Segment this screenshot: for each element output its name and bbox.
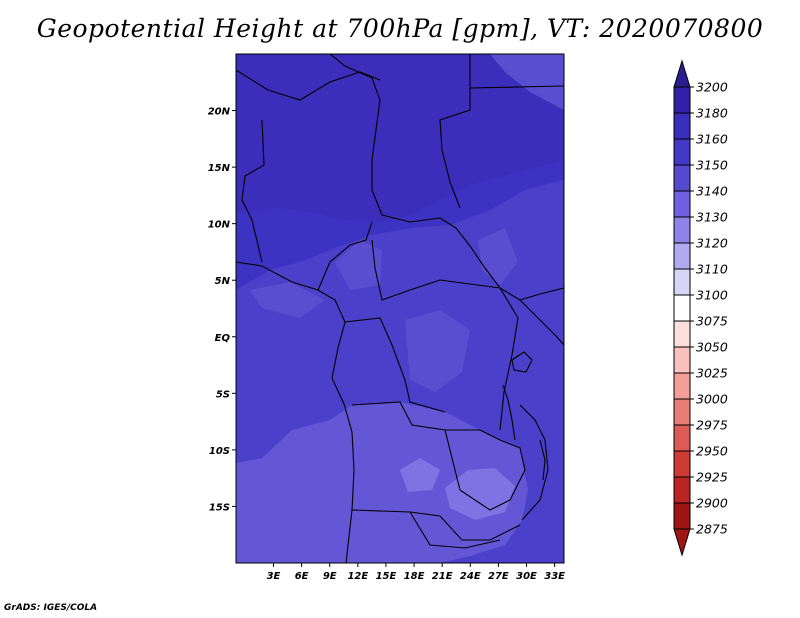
boundaries (236, 54, 564, 563)
north-land-region (236, 54, 564, 222)
border-angola (351, 401, 461, 491)
lon-tick-label: 3E (267, 571, 281, 582)
border-mozambique (519, 404, 549, 521)
colorbar-swatch (673, 164, 691, 192)
border-car (371, 239, 501, 301)
colorbar-label: 3110 (696, 262, 728, 277)
colorbar-label: 2925 (696, 470, 728, 485)
lake-tanganyika (502, 384, 516, 441)
colorbar-label: 3150 (696, 158, 728, 173)
border-namibia (351, 509, 521, 541)
faint-patch-northeast (490, 54, 564, 110)
lat-tick-label: 10S (209, 446, 230, 457)
border-sahara-north (329, 54, 383, 216)
colorbar-swatch (673, 476, 691, 504)
faint-patch-east (478, 228, 518, 285)
lat-tick-label: 10N (208, 220, 231, 231)
credit-label: GrADS: IGES/COLA (4, 603, 98, 613)
colorbar-swatch (673, 138, 691, 166)
lakes (502, 351, 546, 481)
colorbar-bottom-triangle (673, 528, 691, 557)
colorbar-label: 3180 (696, 106, 728, 121)
colorbar-label: 3120 (696, 236, 728, 251)
colorbar-label: 3140 (696, 184, 728, 199)
faint-patch-west (250, 282, 325, 318)
lon-tick-label: 30E (516, 571, 537, 582)
colorbar-swatch (673, 320, 691, 348)
colorbar-label: 2975 (696, 418, 728, 433)
colorbar-label: 3100 (696, 288, 728, 303)
colorbar-swatch (673, 190, 691, 218)
coastline-west (236, 261, 355, 563)
lat-tick-label: 15S (209, 502, 230, 513)
light-patch-zambia (445, 468, 515, 520)
lake-victoria (511, 351, 533, 373)
colorbar-swatch (673, 372, 691, 400)
colorbar-label: 3025 (696, 366, 728, 381)
lon-tick-label: 12E (347, 571, 368, 582)
map-title: Geopotential Height at 700hPa [gpm], VT:… (36, 14, 764, 43)
border-drc-east (499, 287, 519, 431)
map-frame (235, 53, 565, 564)
lon-tick-label: 24E (460, 571, 481, 582)
colorbar-swatch (673, 294, 691, 322)
lon-tick-label: 33E (544, 571, 565, 582)
map-field (236, 54, 564, 563)
light-patch-angola (400, 458, 440, 492)
border-niger-chad (381, 214, 564, 301)
colorbar-label: 3000 (696, 392, 728, 407)
colorbar-swatch (673, 242, 691, 270)
colorbar-swatch (673, 398, 691, 426)
colorbar-label: 3050 (696, 340, 728, 355)
colorbar-swatch (673, 502, 691, 530)
lon-tick-label: 21E (432, 571, 453, 582)
lat-axis: 20N 15N 10N 5N EQ 5S 10S 15S (208, 107, 236, 513)
southern-land-region (236, 402, 528, 563)
lon-axis: 3E 6E 9E 12E 15E 18E 21E 24E 27E 30E 33E (267, 563, 565, 582)
colorbar-top-triangle (673, 59, 691, 88)
border-libya-egypt (439, 54, 471, 209)
lake-malawi (539, 439, 546, 481)
colorbar-swatch (673, 112, 691, 140)
border-congo-drc (344, 317, 446, 413)
border-east-africa (519, 299, 564, 346)
lon-tick-label: 27E (488, 571, 509, 582)
colorbar-swatch (673, 86, 691, 114)
lat-tick-label: 5N (215, 276, 231, 287)
border-egypt-sudan (469, 85, 564, 89)
border-south (409, 511, 501, 549)
colorbar-label: 3130 (696, 210, 728, 225)
lat-tick-label: 15N (208, 163, 231, 174)
colorbar-swatch (673, 346, 691, 374)
lat-tick-label: EQ (215, 333, 231, 344)
colorbar-label: 3160 (696, 132, 728, 147)
border-zambia (445, 429, 526, 511)
colorbar-swatch (673, 424, 691, 452)
colorbar-label: 2900 (696, 496, 728, 511)
colorbar-swatch (673, 268, 691, 296)
faint-patch-congo (405, 310, 470, 392)
lon-tick-label: 15E (376, 571, 397, 582)
colorbar-label: 3075 (696, 314, 728, 329)
lat-tick-label: 5S (216, 389, 230, 400)
lon-tick-label: 9E (323, 571, 337, 582)
colorbar-label: 2950 (696, 444, 728, 459)
colorbar: 3200 3180 3160 3150 3140 3130 3120 3110 3100 3075… (673, 59, 728, 557)
border-mali-niger (236, 69, 381, 101)
border-west-africa (241, 119, 265, 263)
border-nigeria-cameroon (317, 221, 373, 291)
colorbar-swatch (673, 216, 691, 244)
faint-patch-cameroon (335, 240, 382, 290)
colorbar-swatch (673, 450, 691, 478)
lat-tick-label: 20N (208, 107, 231, 118)
lon-tick-label: 18E (404, 571, 425, 582)
colorbar-label: 2875 (696, 522, 728, 537)
lon-tick-label: 6E (295, 571, 309, 582)
colorbar-label: 3200 (696, 80, 728, 95)
